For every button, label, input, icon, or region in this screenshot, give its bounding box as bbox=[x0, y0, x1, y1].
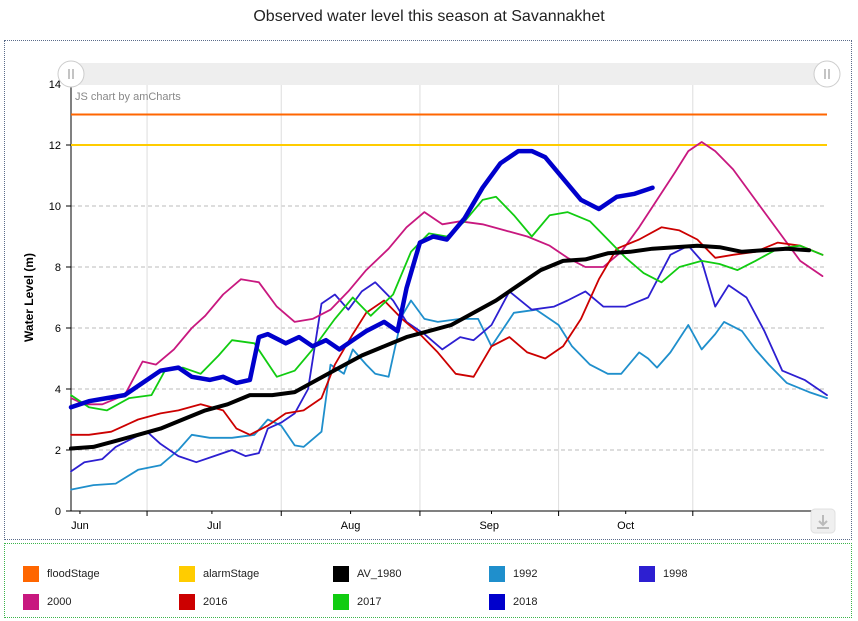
y-tick-label: 8 bbox=[55, 262, 61, 274]
legend-item-1998[interactable]: 1998 bbox=[639, 566, 687, 582]
y-tick-label: 6 bbox=[55, 323, 61, 335]
series-line-1992[interactable] bbox=[70, 299, 828, 491]
series-line-AV_1980[interactable] bbox=[69, 243, 812, 451]
series-line-2018[interactable] bbox=[68, 148, 655, 410]
legend-swatch bbox=[179, 566, 195, 582]
legend-swatch bbox=[179, 594, 195, 610]
chart-credit: JS chart by amCharts bbox=[75, 91, 181, 103]
y-tick-label: 2 bbox=[55, 445, 61, 457]
y-tick-label: 10 bbox=[49, 201, 61, 213]
legend-item-2017[interactable]: 2017 bbox=[333, 594, 381, 610]
legend-label: alarmStage bbox=[203, 568, 260, 580]
legend-swatch bbox=[639, 566, 655, 582]
x-tick-label: Jul bbox=[207, 520, 221, 532]
y-tick-label: 12 bbox=[49, 140, 61, 152]
legend-item-2018[interactable]: 2018 bbox=[489, 594, 537, 610]
legend-label: 1998 bbox=[663, 568, 688, 580]
legend-swatch bbox=[489, 566, 505, 582]
legend-label: floodStage bbox=[47, 568, 100, 580]
legend-item-alarmStage[interactable]: alarmStage bbox=[179, 566, 259, 582]
y-tick-label: 0 bbox=[55, 506, 61, 518]
download-arrow bbox=[817, 515, 829, 529]
legend-label: AV_1980 bbox=[357, 568, 402, 580]
legend: floodStage alarmStage AV_1980 1992 1998 2000 2… bbox=[4, 543, 852, 618]
chart-area: 0 2 4 6 8 10 12 14 Jun Jul Aug Sep Oct Water Level (m… bbox=[4, 40, 852, 540]
legend-swatch bbox=[23, 566, 39, 582]
legend-item-1992[interactable]: 1992 bbox=[489, 566, 537, 582]
legend-item-floodStage[interactable]: floodStage bbox=[23, 566, 100, 582]
legend-item-2000[interactable]: 2000 bbox=[23, 594, 71, 610]
x-tick-label: Sep bbox=[479, 520, 499, 532]
chart-svg: 0 2 4 6 8 10 12 14 Jun Jul Aug Sep Oct Water Level (m… bbox=[22, 60, 841, 534]
legend-swatch bbox=[489, 594, 505, 610]
legend-item-2016[interactable]: 2016 bbox=[179, 594, 227, 610]
plot-background bbox=[71, 84, 827, 511]
y-tick-label: 4 bbox=[55, 384, 61, 396]
scrollbar-right-handle[interactable] bbox=[813, 60, 841, 88]
scrollbar-left-handle[interactable] bbox=[57, 60, 85, 88]
legend-label: 2016 bbox=[203, 596, 228, 608]
legend-label: 2018 bbox=[513, 596, 538, 608]
series-line-2000[interactable] bbox=[70, 141, 824, 406]
y-axis-label: Water Level (m) bbox=[22, 253, 36, 342]
legend-swatch bbox=[333, 594, 349, 610]
legend-item-AV_1980[interactable]: AV_1980 bbox=[333, 566, 401, 582]
x-tick-label: Aug bbox=[341, 520, 361, 532]
legend-label: 2017 bbox=[357, 596, 382, 608]
legend-swatch bbox=[23, 594, 39, 610]
x-tick-label: Jun bbox=[71, 520, 89, 532]
x-tick-label: Oct bbox=[617, 520, 634, 532]
y-tick-label: 14 bbox=[49, 79, 61, 91]
legend-label: 1992 bbox=[513, 568, 538, 580]
legend-swatch bbox=[333, 566, 349, 582]
scrollbar[interactable] bbox=[71, 63, 827, 85]
legend-label: 2000 bbox=[47, 596, 72, 608]
chart-title: Observed water level this season at Sava… bbox=[253, 8, 605, 25]
